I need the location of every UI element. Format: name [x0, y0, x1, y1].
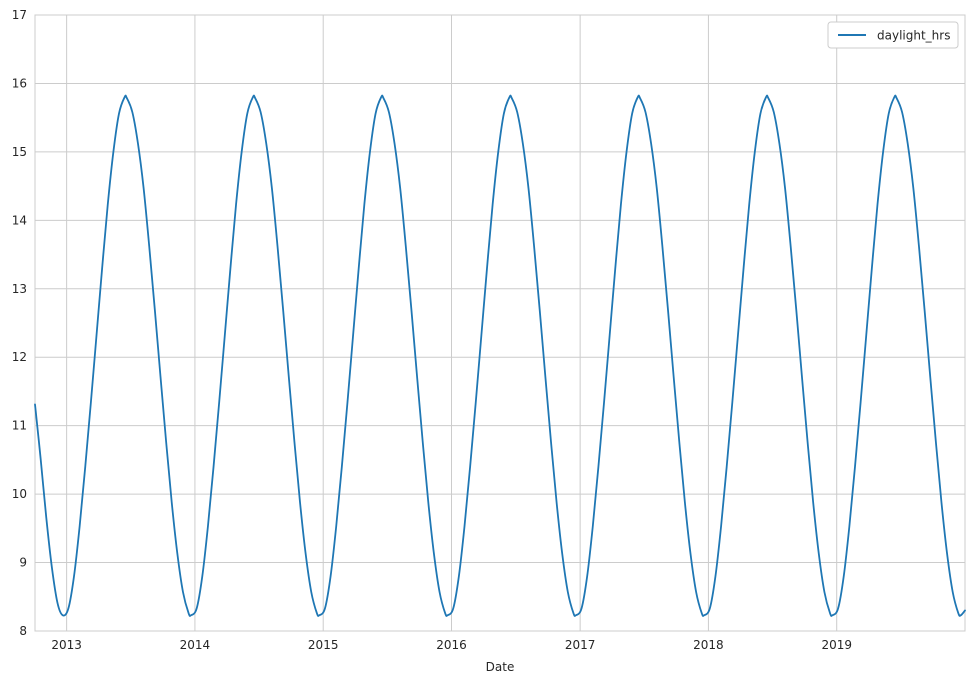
y-tick-label: 14	[12, 213, 27, 227]
x-tick-label: 2016	[436, 638, 467, 652]
x-tick-label: 2013	[51, 638, 82, 652]
y-tick-label: 8	[19, 624, 27, 638]
legend: daylight_hrs	[827, 21, 959, 49]
x-tick-label: 2015	[308, 638, 339, 652]
y-tick-label: 10	[12, 487, 27, 501]
y-tick-label: 12	[12, 350, 27, 364]
y-tick-label: 15	[12, 145, 27, 159]
series-layer	[34, 94, 966, 617]
y-tick-label: 13	[12, 282, 27, 296]
y-tick-label: 9	[19, 556, 27, 570]
y-tick-label: 17	[12, 8, 27, 22]
y-tick-label: 16	[12, 76, 27, 90]
grid	[35, 14, 965, 632]
y-tick-label: 11	[12, 419, 27, 433]
legend-box	[827, 21, 959, 49]
x-tick-label: 2019	[821, 638, 852, 652]
x-axis-ticks: 2013 2014 2015 2016 2017 2018 2019	[51, 638, 852, 652]
y-axis-ticks: 8 9 10 11 12 13 14 15 16 17	[12, 8, 27, 638]
series-line-daylight-hrs	[34, 94, 966, 617]
x-tick-label: 2018	[693, 638, 724, 652]
plot-area-background	[35, 15, 965, 631]
plot-area-frame	[34, 14, 966, 632]
x-tick-label: 2017	[565, 638, 596, 652]
x-axis-label: Date	[486, 660, 515, 674]
legend-label-daylight-hrs: daylight_hrs	[877, 29, 950, 43]
x-tick-label: 2014	[180, 638, 211, 652]
